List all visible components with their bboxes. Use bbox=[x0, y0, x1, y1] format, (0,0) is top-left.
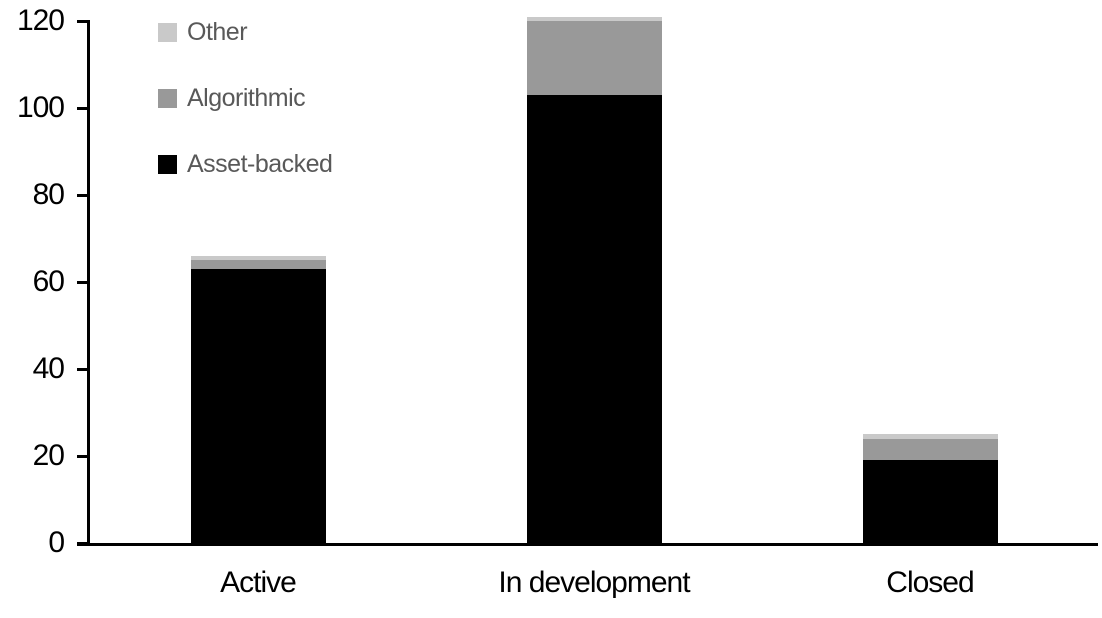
bar-segment-algorithmic bbox=[190, 260, 326, 269]
category-slot-in-development bbox=[426, 16, 762, 543]
category-slot-active bbox=[90, 21, 426, 543]
y-tick-mark-80 bbox=[77, 194, 90, 197]
legend: Other Algorithmic Asset-backed bbox=[158, 18, 333, 220]
legend-swatch-algorithmic bbox=[158, 88, 177, 108]
plot-area bbox=[90, 16, 1098, 543]
stacked-bar-in-development bbox=[526, 16, 662, 543]
y-tick-label-0: 0 bbox=[48, 526, 65, 559]
legend-swatch-asset-backed bbox=[158, 154, 177, 174]
y-tick-label-120: 120 bbox=[16, 4, 65, 37]
legend-label-other: Other bbox=[187, 17, 248, 46]
x-axis-label-closed: Closed bbox=[886, 566, 974, 599]
bar-segment-other bbox=[190, 255, 326, 261]
y-tick-label-60: 60 bbox=[32, 265, 65, 298]
legend-swatch-other bbox=[158, 22, 177, 42]
legend-label-algorithmic: Algorithmic bbox=[187, 83, 306, 112]
stacked-bar-closed bbox=[862, 434, 998, 543]
bar-segment-asset-backed bbox=[526, 94, 662, 543]
y-tick-label-20: 20 bbox=[32, 439, 65, 472]
category-slot-closed bbox=[762, 21, 1098, 543]
y-tick-mark-20 bbox=[77, 455, 90, 458]
legend-entry-algorithmic: Algorithmic bbox=[158, 84, 332, 112]
y-tick-mark-100 bbox=[77, 107, 90, 110]
x-axis-label-in-development: In development bbox=[498, 566, 690, 599]
x-axis-line bbox=[77, 543, 1098, 546]
y-tick-mark-40 bbox=[77, 368, 90, 371]
y-tick-label-100: 100 bbox=[16, 91, 65, 124]
y-tick-mark-0 bbox=[77, 542, 90, 545]
bar-segment-other bbox=[862, 434, 998, 439]
y-tick-mark-60 bbox=[77, 281, 90, 284]
bar-segment-other bbox=[526, 16, 662, 22]
x-axis-labels: Active In development Closed bbox=[90, 566, 1098, 600]
x-axis-label-active: Active bbox=[220, 566, 297, 599]
y-tick-label-80: 80 bbox=[32, 178, 65, 211]
y-tick-mark-120 bbox=[77, 20, 90, 23]
legend-label-asset-backed: Asset-backed bbox=[187, 149, 333, 178]
bar-segment-asset-backed bbox=[190, 268, 326, 543]
bar-segment-algorithmic bbox=[526, 21, 662, 95]
bar-segment-algorithmic bbox=[862, 438, 998, 461]
legend-entry-asset-backed: Asset-backed bbox=[158, 150, 333, 178]
y-tick-label-40: 40 bbox=[32, 352, 65, 385]
bar-segment-asset-backed bbox=[862, 460, 998, 543]
stacked-bar-active bbox=[190, 255, 326, 543]
legend-entry-other: Other bbox=[158, 18, 332, 46]
